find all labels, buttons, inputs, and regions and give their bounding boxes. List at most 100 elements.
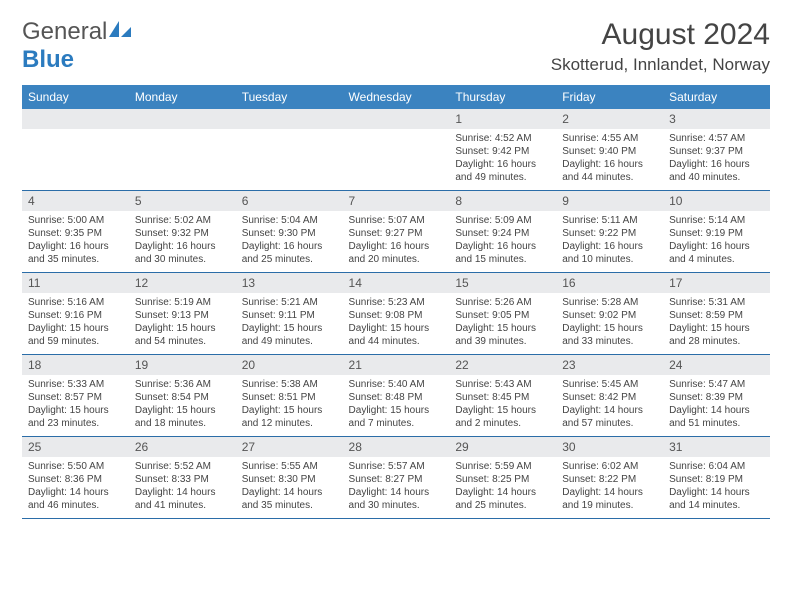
day-details: Sunrise: 5:23 AMSunset: 9:08 PMDaylight:… bbox=[343, 293, 450, 354]
calendar-empty-cell bbox=[129, 109, 236, 191]
day-details: Sunrise: 5:57 AMSunset: 8:27 PMDaylight:… bbox=[343, 457, 450, 518]
day-details: Sunrise: 5:36 AMSunset: 8:54 PMDaylight:… bbox=[129, 375, 236, 436]
day-number: 22 bbox=[449, 355, 556, 375]
day-number bbox=[22, 109, 129, 129]
day-number: 4 bbox=[22, 191, 129, 211]
page-header: GeneralBlue August 2024 Skotterud, Innla… bbox=[22, 18, 770, 75]
day-number bbox=[236, 109, 343, 129]
weekday-header: Wednesday bbox=[343, 85, 450, 109]
calendar-day-cell: 8Sunrise: 5:09 AMSunset: 9:24 PMDaylight… bbox=[449, 191, 556, 273]
calendar-day-cell: 25Sunrise: 5:50 AMSunset: 8:36 PMDayligh… bbox=[22, 437, 129, 519]
day-details: Sunrise: 6:04 AMSunset: 8:19 PMDaylight:… bbox=[663, 457, 770, 518]
day-number: 13 bbox=[236, 273, 343, 293]
calendar-day-cell: 11Sunrise: 5:16 AMSunset: 9:16 PMDayligh… bbox=[22, 273, 129, 355]
day-number: 3 bbox=[663, 109, 770, 129]
day-number: 6 bbox=[236, 191, 343, 211]
day-number: 19 bbox=[129, 355, 236, 375]
day-number: 5 bbox=[129, 191, 236, 211]
day-number: 9 bbox=[556, 191, 663, 211]
day-number: 7 bbox=[343, 191, 450, 211]
day-details: Sunrise: 5:26 AMSunset: 9:05 PMDaylight:… bbox=[449, 293, 556, 354]
day-details: Sunrise: 5:50 AMSunset: 8:36 PMDaylight:… bbox=[22, 457, 129, 518]
weekday-header: Friday bbox=[556, 85, 663, 109]
calendar-day-cell: 14Sunrise: 5:23 AMSunset: 9:08 PMDayligh… bbox=[343, 273, 450, 355]
calendar-table: SundayMondayTuesdayWednesdayThursdayFrid… bbox=[22, 85, 770, 519]
day-number: 29 bbox=[449, 437, 556, 457]
day-details: Sunrise: 5:47 AMSunset: 8:39 PMDaylight:… bbox=[663, 375, 770, 436]
calendar-day-cell: 2Sunrise: 4:55 AMSunset: 9:40 PMDaylight… bbox=[556, 109, 663, 191]
location-label: Skotterud, Innlandet, Norway bbox=[551, 55, 770, 75]
day-details bbox=[236, 129, 343, 185]
day-details bbox=[343, 129, 450, 185]
weekday-header: Monday bbox=[129, 85, 236, 109]
day-details: Sunrise: 5:38 AMSunset: 8:51 PMDaylight:… bbox=[236, 375, 343, 436]
day-details: Sunrise: 5:21 AMSunset: 9:11 PMDaylight:… bbox=[236, 293, 343, 354]
calendar-day-cell: 24Sunrise: 5:47 AMSunset: 8:39 PMDayligh… bbox=[663, 355, 770, 437]
day-details: Sunrise: 4:55 AMSunset: 9:40 PMDaylight:… bbox=[556, 129, 663, 190]
calendar-day-cell: 29Sunrise: 5:59 AMSunset: 8:25 PMDayligh… bbox=[449, 437, 556, 519]
day-number: 14 bbox=[343, 273, 450, 293]
day-details: Sunrise: 5:11 AMSunset: 9:22 PMDaylight:… bbox=[556, 211, 663, 272]
calendar-week-row: 25Sunrise: 5:50 AMSunset: 8:36 PMDayligh… bbox=[22, 437, 770, 519]
day-details: Sunrise: 5:04 AMSunset: 9:30 PMDaylight:… bbox=[236, 211, 343, 272]
calendar-day-cell: 23Sunrise: 5:45 AMSunset: 8:42 PMDayligh… bbox=[556, 355, 663, 437]
weekday-header: Thursday bbox=[449, 85, 556, 109]
day-number: 2 bbox=[556, 109, 663, 129]
day-details: Sunrise: 5:28 AMSunset: 9:02 PMDaylight:… bbox=[556, 293, 663, 354]
logo-word-1: General bbox=[22, 18, 107, 45]
calendar-week-row: 1Sunrise: 4:52 AMSunset: 9:42 PMDaylight… bbox=[22, 109, 770, 191]
calendar-empty-cell bbox=[343, 109, 450, 191]
calendar-day-cell: 20Sunrise: 5:38 AMSunset: 8:51 PMDayligh… bbox=[236, 355, 343, 437]
logo: GeneralBlue bbox=[22, 18, 131, 74]
day-number: 16 bbox=[556, 273, 663, 293]
calendar-day-cell: 5Sunrise: 5:02 AMSunset: 9:32 PMDaylight… bbox=[129, 191, 236, 273]
calendar-day-cell: 21Sunrise: 5:40 AMSunset: 8:48 PMDayligh… bbox=[343, 355, 450, 437]
day-number: 25 bbox=[22, 437, 129, 457]
calendar-day-cell: 7Sunrise: 5:07 AMSunset: 9:27 PMDaylight… bbox=[343, 191, 450, 273]
weekday-header: Saturday bbox=[663, 85, 770, 109]
day-details: Sunrise: 5:19 AMSunset: 9:13 PMDaylight:… bbox=[129, 293, 236, 354]
calendar-day-cell: 31Sunrise: 6:04 AMSunset: 8:19 PMDayligh… bbox=[663, 437, 770, 519]
calendar-week-row: 4Sunrise: 5:00 AMSunset: 9:35 PMDaylight… bbox=[22, 191, 770, 273]
day-details: Sunrise: 5:16 AMSunset: 9:16 PMDaylight:… bbox=[22, 293, 129, 354]
day-details: Sunrise: 5:00 AMSunset: 9:35 PMDaylight:… bbox=[22, 211, 129, 272]
day-number: 23 bbox=[556, 355, 663, 375]
day-details: Sunrise: 4:57 AMSunset: 9:37 PMDaylight:… bbox=[663, 129, 770, 190]
calendar-body: 1Sunrise: 4:52 AMSunset: 9:42 PMDaylight… bbox=[22, 109, 770, 519]
calendar-day-cell: 13Sunrise: 5:21 AMSunset: 9:11 PMDayligh… bbox=[236, 273, 343, 355]
day-details: Sunrise: 5:45 AMSunset: 8:42 PMDaylight:… bbox=[556, 375, 663, 436]
day-details: Sunrise: 5:09 AMSunset: 9:24 PMDaylight:… bbox=[449, 211, 556, 272]
day-number: 27 bbox=[236, 437, 343, 457]
calendar-empty-cell bbox=[22, 109, 129, 191]
day-details: Sunrise: 5:43 AMSunset: 8:45 PMDaylight:… bbox=[449, 375, 556, 436]
day-details: Sunrise: 5:02 AMSunset: 9:32 PMDaylight:… bbox=[129, 211, 236, 272]
day-number bbox=[343, 109, 450, 129]
day-details: Sunrise: 5:59 AMSunset: 8:25 PMDaylight:… bbox=[449, 457, 556, 518]
day-number: 10 bbox=[663, 191, 770, 211]
day-number: 30 bbox=[556, 437, 663, 457]
day-details bbox=[22, 129, 129, 185]
day-number: 24 bbox=[663, 355, 770, 375]
calendar-day-cell: 4Sunrise: 5:00 AMSunset: 9:35 PMDaylight… bbox=[22, 191, 129, 273]
day-number: 26 bbox=[129, 437, 236, 457]
month-title: August 2024 bbox=[551, 18, 770, 51]
day-number: 12 bbox=[129, 273, 236, 293]
calendar-day-cell: 22Sunrise: 5:43 AMSunset: 8:45 PMDayligh… bbox=[449, 355, 556, 437]
logo-sail-icon bbox=[109, 18, 131, 46]
calendar-day-cell: 10Sunrise: 5:14 AMSunset: 9:19 PMDayligh… bbox=[663, 191, 770, 273]
day-number: 20 bbox=[236, 355, 343, 375]
day-number: 18 bbox=[22, 355, 129, 375]
day-details: Sunrise: 4:52 AMSunset: 9:42 PMDaylight:… bbox=[449, 129, 556, 190]
day-details: Sunrise: 5:55 AMSunset: 8:30 PMDaylight:… bbox=[236, 457, 343, 518]
day-number: 28 bbox=[343, 437, 450, 457]
calendar-week-row: 11Sunrise: 5:16 AMSunset: 9:16 PMDayligh… bbox=[22, 273, 770, 355]
day-details: Sunrise: 5:31 AMSunset: 8:59 PMDaylight:… bbox=[663, 293, 770, 354]
calendar-day-cell: 9Sunrise: 5:11 AMSunset: 9:22 PMDaylight… bbox=[556, 191, 663, 273]
calendar-week-row: 18Sunrise: 5:33 AMSunset: 8:57 PMDayligh… bbox=[22, 355, 770, 437]
calendar-day-cell: 19Sunrise: 5:36 AMSunset: 8:54 PMDayligh… bbox=[129, 355, 236, 437]
day-details: Sunrise: 5:07 AMSunset: 9:27 PMDaylight:… bbox=[343, 211, 450, 272]
logo-text: GeneralBlue bbox=[22, 18, 131, 74]
day-details: Sunrise: 5:52 AMSunset: 8:33 PMDaylight:… bbox=[129, 457, 236, 518]
day-details: Sunrise: 5:14 AMSunset: 9:19 PMDaylight:… bbox=[663, 211, 770, 272]
calendar-day-cell: 28Sunrise: 5:57 AMSunset: 8:27 PMDayligh… bbox=[343, 437, 450, 519]
